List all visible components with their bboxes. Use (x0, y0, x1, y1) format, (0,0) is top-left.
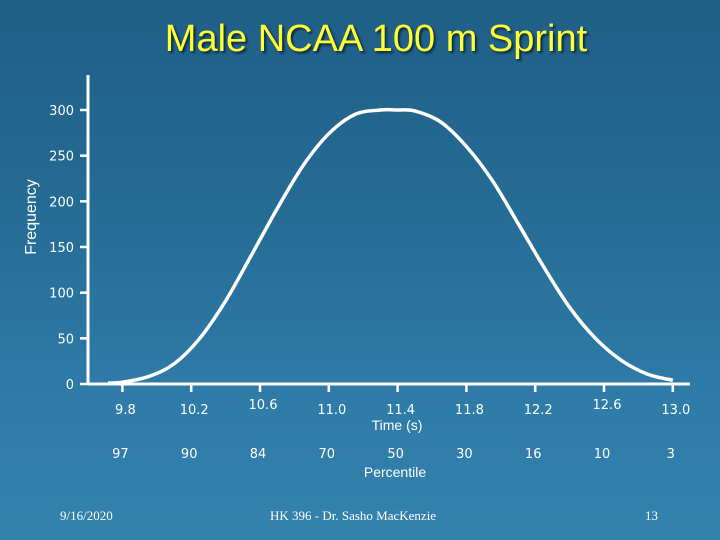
y-tick-label: 250 (49, 150, 74, 165)
frequency-curve (107, 107, 674, 385)
page-number: 13 (645, 508, 658, 523)
x-axis-label: Time (s) (372, 417, 423, 433)
y-tick-label: 100 (49, 287, 74, 302)
chart-axes (86, 75, 690, 386)
x-tick-label: 13.0 (661, 403, 690, 418)
percentile-label: 90 (181, 447, 198, 462)
percentile-label: 84 (250, 447, 267, 462)
x-tick-label: 11.0 (317, 403, 346, 418)
chart-ticks: 0 50 100 150 200 250 300 9.8 97 10.2 90 10.6 84 11.0 7… (49, 104, 690, 462)
percentile-label: 97 (112, 447, 129, 462)
percentile-label: 50 (387, 447, 404, 462)
y-tick-label: 50 (57, 332, 74, 347)
footer-date: 9/16/2020 (60, 508, 113, 523)
percentile-label: 30 (456, 447, 473, 462)
x-tick-label: 10.2 (180, 403, 209, 418)
footer-credit: HK 396 - Dr. Sasho MacKenzie (270, 508, 437, 523)
percentile-axis-label: Percentile (364, 464, 426, 480)
x-tick-label: 10.6 (249, 398, 278, 413)
y-tick-label: 150 (49, 241, 74, 256)
x-tick-label: 12.6 (593, 398, 622, 413)
y-tick-label: 200 (49, 195, 74, 210)
y-tick-label: 300 (49, 104, 74, 119)
percentile-label: 16 (525, 447, 542, 462)
x-tick-label: 11.4 (386, 403, 415, 418)
y-axis-label: Frequency (23, 179, 40, 255)
percentile-label: 3 (667, 447, 675, 462)
percentile-label: 10 (594, 447, 611, 462)
x-tick-label: 12.2 (524, 403, 553, 418)
x-tick-label: 11.8 (455, 403, 484, 418)
y-tick-label: 0 (66, 378, 74, 393)
percentile-label: 70 (319, 447, 336, 462)
x-tick-label: 9.8 (115, 403, 136, 418)
slide-title: Male NCAA 100 m Sprint (164, 18, 588, 60)
